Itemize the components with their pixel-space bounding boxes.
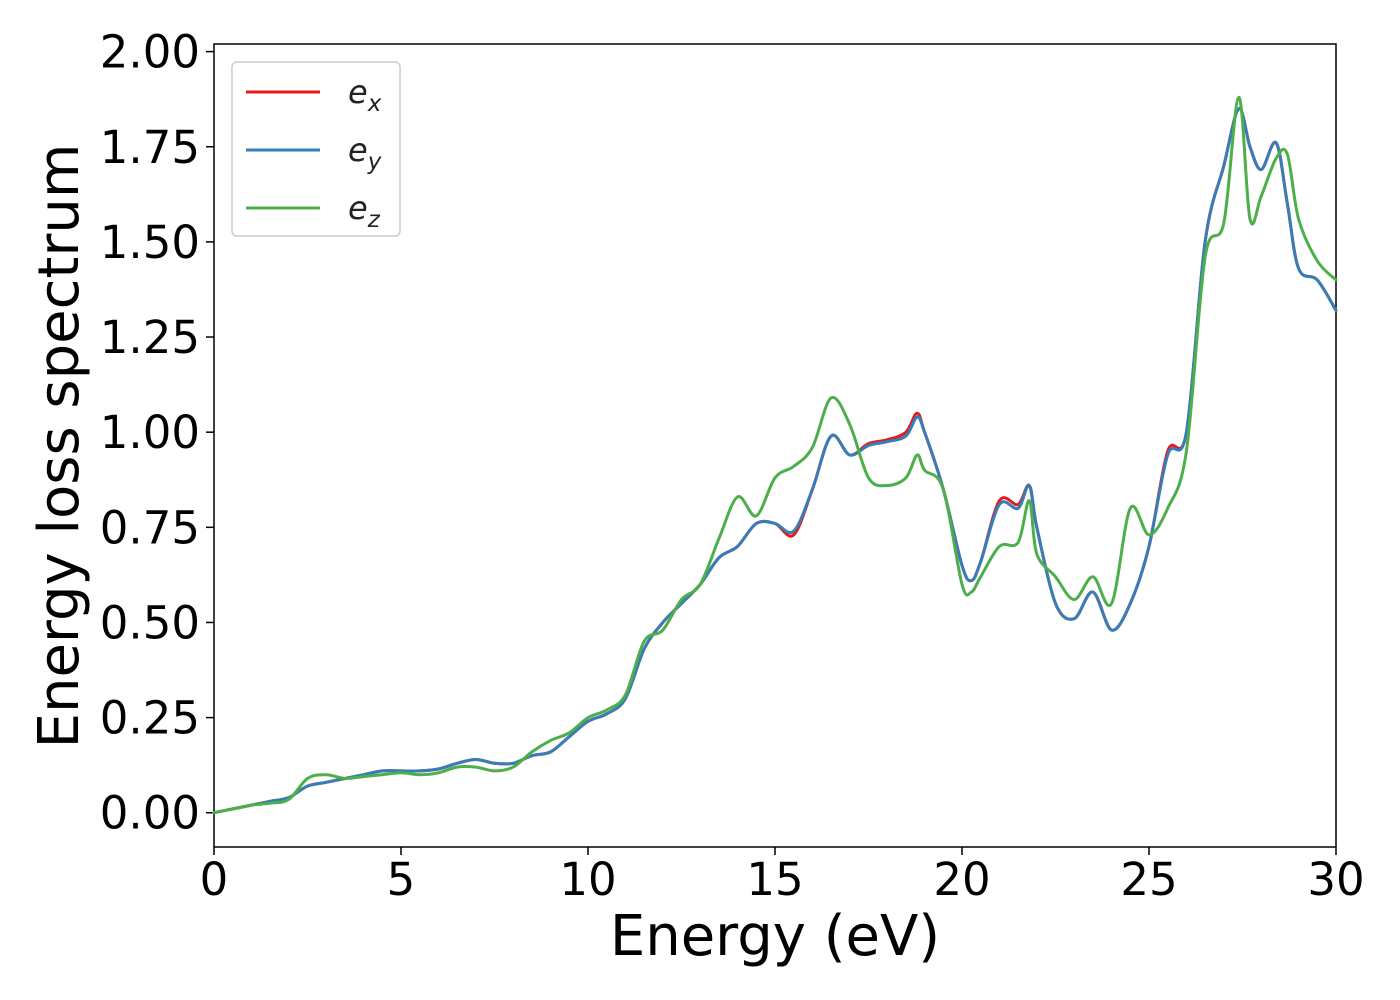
x-tick-label: 25 [1120,853,1177,906]
series-lines [212,95,1338,815]
legend-label-ey: ey [348,131,382,175]
y-tick-label: 1.00 [100,406,200,459]
y-tick-label: 0.00 [100,787,200,840]
series-line-ey [212,107,1338,815]
y-axis-title: Energy loss spectrum [27,144,92,749]
legend-label-subscript: y [367,149,382,175]
y-tick-label: 0.25 [100,692,200,745]
x-tick-label: 5 [387,853,416,906]
x-tick-label: 15 [746,853,803,906]
legend-label-base: e [348,73,368,111]
x-tick-label: 20 [933,853,990,906]
y-tick-label: 1.25 [100,311,200,364]
legend-label-ex: ex [348,73,382,117]
y-tick-label: 0.50 [100,596,200,649]
x-tick-label: 0 [200,853,229,906]
y-tick-label: 2.00 [100,26,200,79]
x-axis: 0 5 10 15 20 25 30 [200,847,1365,906]
legend-label-subscript: z [367,207,381,233]
legend-label-base: e [348,189,368,227]
series-line-ez [212,95,1338,815]
legend-label-ez: ez [348,189,381,233]
y-tick-label: 1.50 [100,216,200,269]
y-tick-label: 1.75 [100,121,200,174]
legend-label-subscript: x [367,91,382,117]
x-tick-label: 30 [1307,853,1364,906]
y-axis: 0.00 0.25 0.50 0.75 1.00 1.25 1.50 1.75 2.00 [100,26,214,840]
legend-label-base: e [348,131,368,169]
x-tick-label: 10 [559,853,616,906]
y-tick-label: 0.75 [100,501,200,554]
x-axis-title: Energy (eV) [610,904,940,969]
